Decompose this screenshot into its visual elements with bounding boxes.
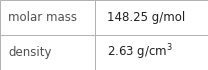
- Text: 2.63 g/cm$^{3}$: 2.63 g/cm$^{3}$: [107, 43, 173, 62]
- Text: density: density: [8, 46, 52, 59]
- Text: molar mass: molar mass: [8, 11, 77, 24]
- Text: 148.25 g/mol: 148.25 g/mol: [107, 11, 185, 24]
